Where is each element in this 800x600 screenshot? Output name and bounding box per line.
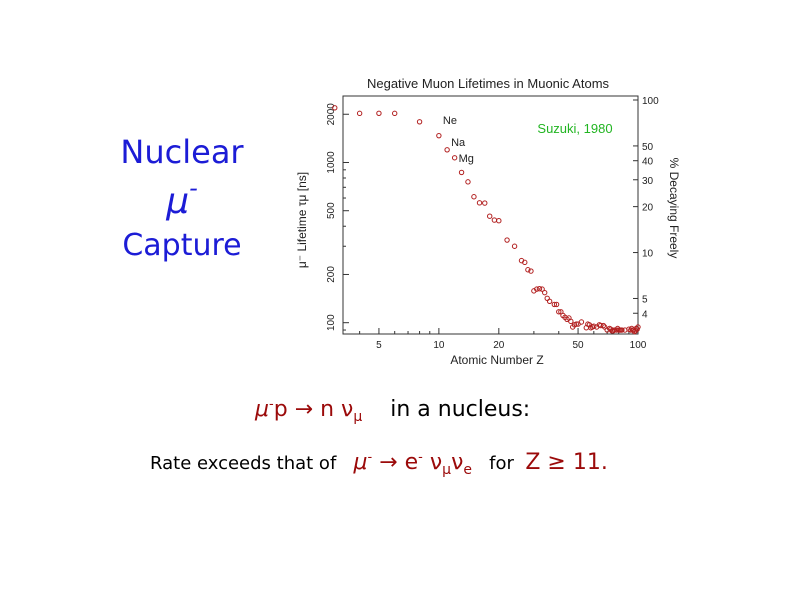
data-point xyxy=(511,243,518,249)
data-point xyxy=(578,319,585,325)
title-mu-symbol: μ xyxy=(166,181,190,222)
reaction-nu-sub: μ xyxy=(353,409,363,425)
data-point xyxy=(553,301,560,308)
data-point xyxy=(542,289,548,296)
data-point xyxy=(332,105,338,111)
right-axis-ticks: 4 5 10 20 30 40 50 100 xyxy=(633,96,659,320)
annotation-mg: Mg xyxy=(459,153,474,165)
decay-nu-1-sub: μ xyxy=(442,462,452,478)
right-tick-label: 40 xyxy=(642,157,654,168)
data-point xyxy=(487,213,493,219)
data-point xyxy=(465,179,471,185)
annotation-na: Na xyxy=(451,137,466,149)
data-point xyxy=(496,218,502,224)
x-ticks: 5 10 20 50 100 xyxy=(359,328,647,351)
z-condition: Z ≥ 11. xyxy=(525,450,608,475)
data-point xyxy=(556,309,562,315)
y-tick-label: 200 xyxy=(326,266,337,283)
x-tick-label: 100 xyxy=(630,340,647,351)
x-tick-label: 10 xyxy=(433,340,445,351)
rate-prefix: Rate exceeds that of xyxy=(150,453,337,474)
data-point xyxy=(522,259,528,266)
decay-nu-2-sub: e xyxy=(463,462,472,478)
title-capture: Capture xyxy=(122,228,242,263)
data-point xyxy=(416,119,423,125)
data-point xyxy=(568,318,574,325)
right-tick-label: 50 xyxy=(642,142,654,153)
data-point xyxy=(444,147,450,153)
x-tick-label: 5 xyxy=(376,340,382,351)
source-label: Suzuki, 1980 xyxy=(537,121,612,136)
data-point xyxy=(436,132,442,139)
right-tick-label: 100 xyxy=(642,96,659,107)
data-point xyxy=(482,200,488,206)
data-point xyxy=(600,322,607,329)
decay-minus-2: - xyxy=(418,450,423,465)
data-point xyxy=(392,110,398,117)
data-points xyxy=(332,105,641,335)
capture-reaction: μ-p → n νμ in a nucleus: xyxy=(255,397,531,425)
data-point xyxy=(635,324,641,330)
right-tick-label: 5 xyxy=(642,294,648,305)
data-point xyxy=(451,155,458,161)
reaction-minus: - xyxy=(269,397,274,412)
reaction-body: p → n ν xyxy=(273,397,354,422)
data-point xyxy=(539,286,545,292)
rate-comparison: Rate exceeds that of μ- → e- νμνe for Z … xyxy=(150,450,608,478)
y-axis-label: μ⁻ Lifetime τμ [ns] xyxy=(295,172,309,268)
y-tick-label: 500 xyxy=(326,202,337,219)
y-tick-label: 2000 xyxy=(326,103,337,126)
data-point xyxy=(525,267,531,273)
right-tick-label: 10 xyxy=(642,249,654,260)
plot-frame xyxy=(342,95,639,335)
decay-nu-2: ν xyxy=(451,450,464,475)
data-point xyxy=(491,217,498,223)
reaction-mu: μ xyxy=(255,397,269,422)
right-tick-label: 20 xyxy=(642,203,654,214)
data-point xyxy=(591,323,597,329)
data-point xyxy=(504,237,510,243)
right-axis-label: % Decaying Freely xyxy=(667,158,681,259)
title-nuclear: Nuclear xyxy=(120,133,244,171)
y-tick-label: 100 xyxy=(326,314,337,331)
y-tick-label: 1000 xyxy=(326,151,337,174)
x-axis-label: Atomic Number Z xyxy=(450,353,543,367)
right-tick-label: 4 xyxy=(642,309,648,320)
chart-title: Negative Muon Lifetimes in Muonic Atoms xyxy=(367,76,610,91)
data-point xyxy=(376,110,382,116)
decay-minus-1: - xyxy=(367,450,373,465)
data-point xyxy=(356,110,363,117)
data-point xyxy=(551,301,558,308)
data-point xyxy=(546,298,553,304)
data-point xyxy=(619,327,625,333)
y-ticks: 100 200 500 1000 2000 xyxy=(326,103,349,331)
decay-nu-1: ν xyxy=(422,450,443,475)
title-mu-minus: μ- xyxy=(112,174,252,222)
for-text: for xyxy=(489,453,514,474)
element-annotations: Ne Na Mg xyxy=(443,115,474,165)
annotation-ne: Ne xyxy=(443,115,457,127)
data-point xyxy=(458,169,465,176)
data-point xyxy=(471,194,477,200)
reaction-suffix: in a nucleus: xyxy=(390,397,531,422)
decay-arrow-e: → e xyxy=(372,450,419,475)
data-point xyxy=(528,268,534,274)
title-mu-superscript: - xyxy=(189,174,198,202)
decay-mu: μ xyxy=(353,450,368,475)
data-point xyxy=(573,321,580,327)
data-point xyxy=(476,200,483,206)
x-tick-label: 50 xyxy=(572,340,584,351)
right-tick-label: 30 xyxy=(642,176,654,187)
data-point xyxy=(536,285,543,292)
x-tick-label: 20 xyxy=(493,340,505,351)
data-point xyxy=(534,286,540,292)
